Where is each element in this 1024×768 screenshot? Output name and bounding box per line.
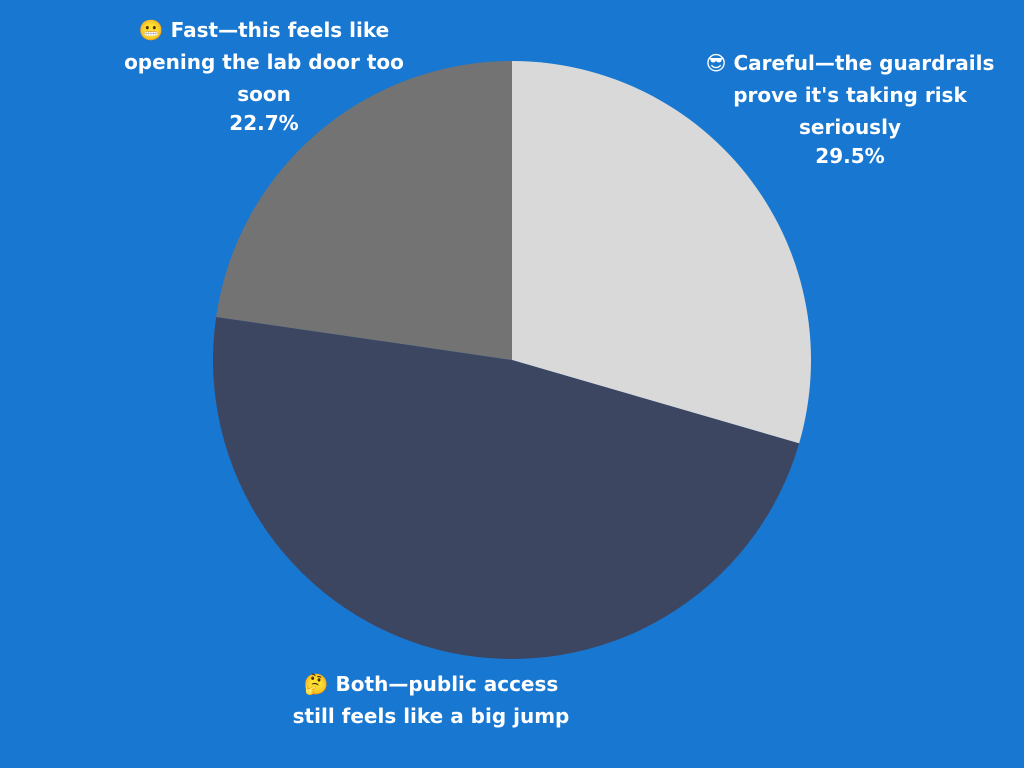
pie-slice <box>216 61 512 360</box>
slice-label: 🤔 Both—public access still feels like a … <box>281 668 581 732</box>
slice-label: 😎 Careful—the guardrails prove it's taki… <box>700 47 1000 169</box>
value-label: 22.7% <box>229 111 299 135</box>
category-label: 🤔 Both—public access still feels like a … <box>292 672 570 728</box>
pie-slice <box>213 316 800 659</box>
slice-label: 😬 Fast—this feels like opening the lab d… <box>124 14 404 136</box>
value-label: 29.5% <box>815 144 885 168</box>
category-label: 😎 Careful—the guardrails prove it's taki… <box>705 51 995 139</box>
pie-slice <box>512 61 811 444</box>
category-label: 😬 Fast—this feels like opening the lab d… <box>124 18 404 106</box>
